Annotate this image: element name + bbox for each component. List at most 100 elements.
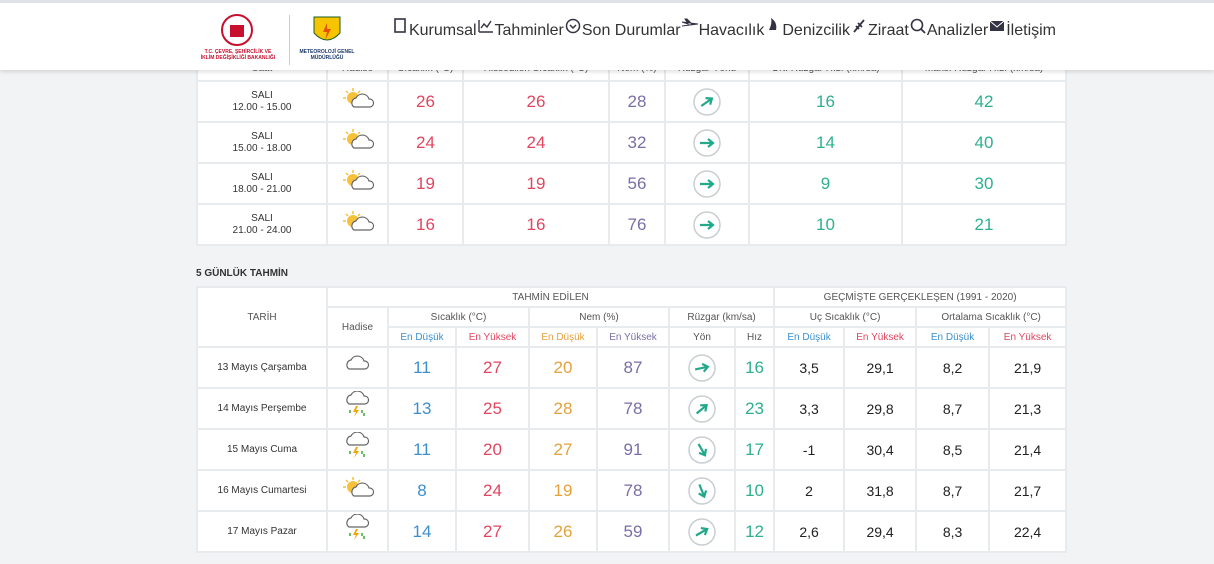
time-cell: SALI 12.00 - 15.00 (198, 82, 326, 121)
wind-direction (670, 348, 734, 387)
nav-item[interactable]: Son Durumlar (564, 17, 681, 40)
section-title: 5 GÜNLÜK TAHMİN (196, 268, 289, 279)
time-cell: SALI 18.00 - 21.00 (198, 164, 326, 203)
weather-icon (328, 471, 387, 510)
row: SALI 15.00 - 18.00 24 24 32 14 40 (198, 123, 1065, 162)
avg-max: 21,3 (990, 389, 1066, 428)
nav-icon (564, 18, 582, 39)
avg-wind: 9 (750, 164, 901, 203)
avg-wind: 10 (750, 205, 901, 244)
row: SALI 12.00 - 15.00 26 26 28 16 42 (198, 82, 1065, 121)
top-bar: T.C. ÇEVRE, ŞEHİRCİLİK VE İKLİM DEĞİŞİKL… (0, 0, 1214, 70)
header-cell: GEÇMİŞTE GERÇEKLEŞEN (1991 - 2020) (775, 288, 1066, 306)
time-cell: SALI 15.00 - 18.00 (198, 123, 326, 162)
hum-max: 59 (598, 512, 668, 551)
sub-header: En Düşük (530, 328, 596, 346)
wind-direction (666, 82, 748, 121)
temp-max: 27 (457, 348, 528, 387)
avg-min: 8,3 (917, 512, 989, 551)
wind-direction (670, 471, 734, 510)
avg-max: 21,4 (990, 430, 1066, 469)
extreme-min: 3,3 (775, 389, 844, 428)
temp-min: 13 (389, 389, 455, 428)
nav-icon (477, 20, 495, 39)
weather-icon (328, 205, 387, 244)
ministry-logo (221, 14, 253, 46)
weather-icon (328, 430, 387, 469)
time-cell: SALI 21.00 - 24.00 (198, 205, 326, 244)
weather-icon (328, 164, 387, 203)
nav-item[interactable]: Analizler (909, 17, 988, 40)
five-day-table: TARİH TAHMİN EDİLEN GEÇMİŞTE GERÇEKLEŞEN (… (196, 286, 1068, 553)
extreme-max: 29,8 (845, 389, 916, 428)
hum-min: 27 (530, 430, 596, 469)
day: SALI (251, 130, 273, 142)
sub-header: Hız (736, 328, 774, 346)
extreme-min: 2 (775, 471, 844, 510)
humidity: 32 (610, 123, 664, 162)
nav-label: Havacılık (698, 22, 765, 39)
sub-header: En Düşük (389, 328, 455, 346)
weather-icon (328, 123, 387, 162)
row: 13 Mayıs Çarşamba 11 27 20 87 16 3,5 29,1 8,2 21,… (198, 348, 1066, 387)
wind-direction (670, 512, 734, 551)
extreme-max: 29,4 (845, 512, 916, 551)
wind-speed: 10 (736, 471, 774, 510)
feels-like: 19 (464, 164, 608, 203)
wind-direction (666, 205, 748, 244)
weather-icon (328, 348, 387, 387)
header-cell: Nem (%) (530, 308, 668, 326)
temp-max: 20 (457, 430, 528, 469)
wind-speed: 16 (736, 348, 774, 387)
nav-item[interactable]: Havacılık (681, 17, 765, 40)
extreme-max: 31,8 (845, 471, 916, 510)
max-wind: 40 (903, 123, 1065, 162)
extreme-max: 29,1 (845, 348, 916, 387)
nav-icon (988, 20, 1006, 39)
header-cell: Uç Sıcaklık (°C) (775, 308, 916, 326)
temp-min: 11 (389, 430, 455, 469)
date: 13 Mayıs Çarşamba (198, 348, 326, 387)
row: 17 Mayıs Pazar 14 27 26 59 12 2,6 29,4 8,3 22,4 (198, 512, 1066, 551)
nav-label: Son Durumlar (581, 22, 681, 39)
sub-header: En Yüksek (845, 328, 916, 346)
wind-speed: 23 (736, 389, 774, 428)
nav-item[interactable]: İletişim (988, 17, 1056, 40)
hum-max: 91 (598, 430, 668, 469)
temperature: 24 (389, 123, 462, 162)
avg-max: 22,4 (990, 512, 1066, 551)
hum-max: 78 (598, 471, 668, 510)
nav-item[interactable]: Tahminler (477, 17, 564, 40)
hum-min: 19 (530, 471, 596, 510)
nav-item[interactable]: Kurumsal (391, 17, 477, 40)
sub-header: En Yüksek (598, 328, 668, 346)
row: SALI 21.00 - 24.00 16 16 76 10 21 (198, 205, 1065, 244)
header-cell: TAHMİN EDİLEN (328, 288, 774, 306)
sub-header: En Düşük (775, 328, 844, 346)
date: 16 Mayıs Cumartesi (198, 471, 326, 510)
header-cell: Sıcaklık (°C) (389, 308, 528, 326)
hum-min: 26 (530, 512, 596, 551)
humidity: 28 (610, 82, 664, 121)
nav-item[interactable]: Ziraat (850, 17, 909, 40)
row: SALI 18.00 - 21.00 19 19 56 9 30 (198, 164, 1065, 203)
time: 21.00 - 24.00 (232, 224, 292, 236)
hum-min: 20 (530, 348, 596, 387)
wind-speed: 12 (736, 512, 774, 551)
temp-min: 8 (389, 471, 455, 510)
feels-like: 26 (464, 82, 608, 121)
avg-min: 8,7 (917, 471, 989, 510)
row: 15 Mayıs Cuma 11 20 27 91 17 -1 30,4 8,5 21,4 (198, 430, 1066, 469)
ministry-name: T.C. ÇEVRE, ŞEHİRCİLİK VE İKLİM DEĞİŞİKL… (200, 49, 276, 61)
day: SALI (251, 171, 273, 183)
wind-direction (666, 123, 748, 162)
sub-header: En Düşük (917, 328, 989, 346)
weather-icon (328, 389, 387, 428)
nav-icon (764, 18, 782, 39)
hourly-table: SaatHadiseSıcaklık (°C)Hissedilen Sıcakl… (196, 54, 1067, 246)
max-wind: 30 (903, 164, 1065, 203)
wind-speed: 17 (736, 430, 774, 469)
nav-item[interactable]: Denizcilik (764, 17, 850, 40)
header-cell: TARİH (198, 288, 326, 346)
